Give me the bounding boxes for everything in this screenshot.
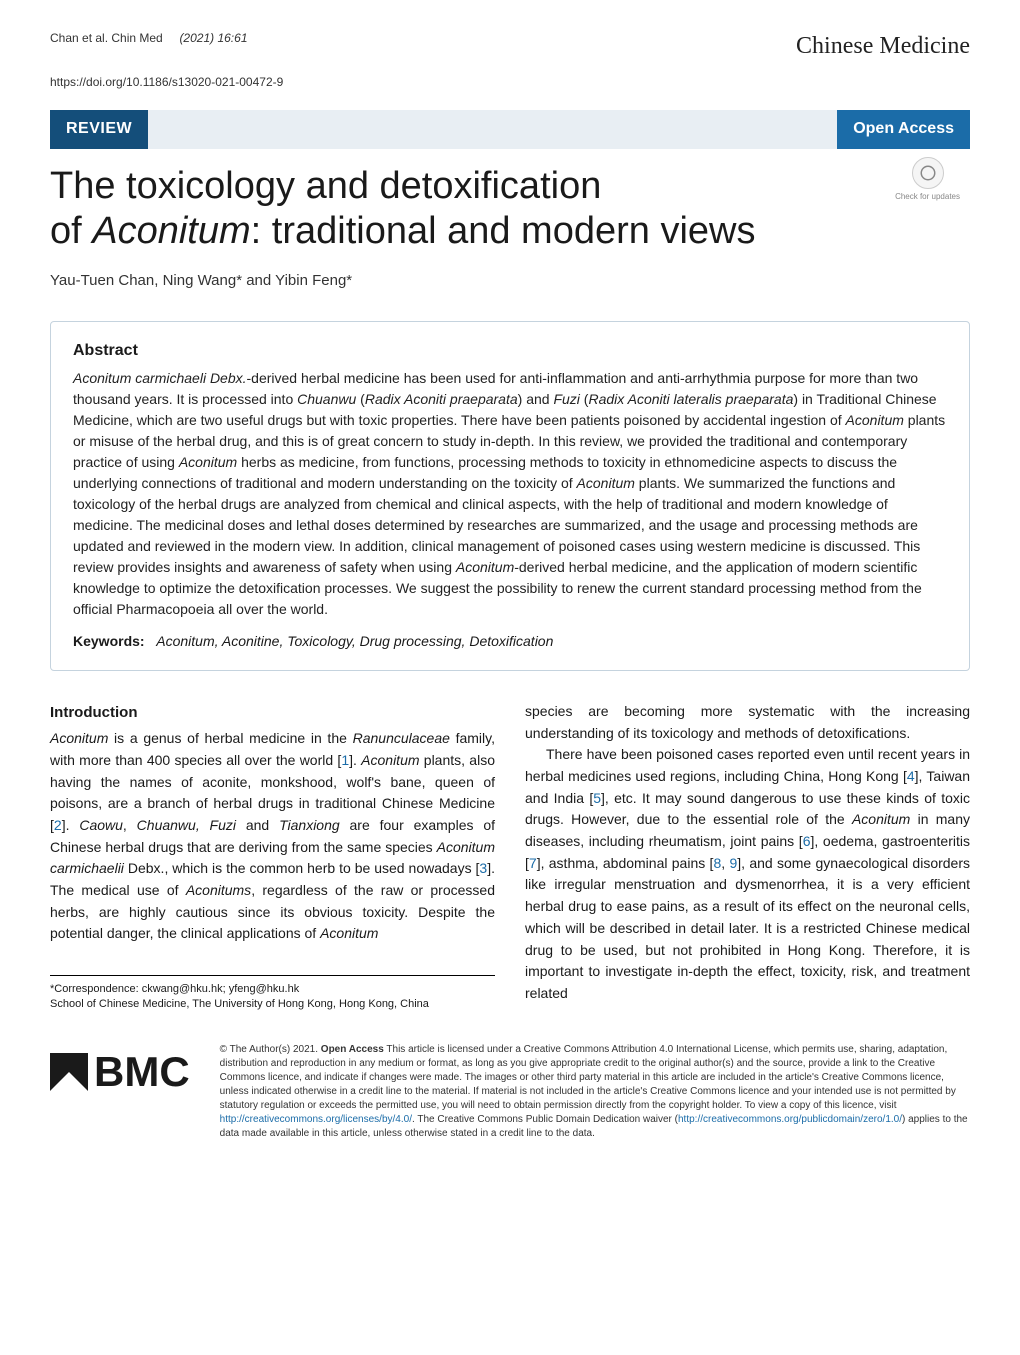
review-badge: REVIEW: [50, 110, 148, 148]
license-link-2[interactable]: http://creativecommons.org/publicdomain/…: [678, 1114, 902, 1125]
header-citation: Chan et al. Chin Med (2021) 16:61: [50, 30, 248, 64]
license-link-1[interactable]: http://creativecommons.org/licenses/by/4…: [220, 1114, 412, 1125]
license-text: © The Author(s) 2021. Open Access This a…: [220, 1043, 970, 1141]
abstract-text: Aconitum carmichaeli Debx.-derived herba…: [73, 368, 947, 620]
keywords-values: Aconitum, Aconitine, Toxicology, Drug pr…: [156, 633, 553, 649]
bmc-logo: BMC: [50, 1043, 190, 1102]
correspondence-emails: *Correspondence: ckwang@hku.hk; yfeng@hk…: [50, 982, 495, 997]
crossmark-label: Check for updates: [895, 191, 960, 202]
journal-ref: (2021) 16:61: [179, 31, 247, 45]
keywords-label: Keywords:: [73, 633, 145, 649]
intro-col2-top: species are becoming more systematic wit…: [525, 701, 970, 744]
crossmark-icon: [912, 157, 944, 189]
authors-short: Chan et al. Chin Med: [50, 31, 163, 45]
article-title: The toxicology and detoxification of Aco…: [0, 149, 900, 260]
introduction-heading: Introduction: [50, 701, 495, 724]
correspondence-block: *Correspondence: ckwang@hku.hk; yfeng@hk…: [50, 975, 495, 1013]
keywords: Keywords: Aconitum, Aconitine, Toxicolog…: [73, 632, 947, 652]
left-column: Introduction Aconitum is a genus of herb…: [50, 701, 495, 1013]
body-columns: Introduction Aconitum is a genus of herb…: [0, 691, 1020, 1023]
intro-col1: Aconitum is a genus of herbal medicine i…: [50, 728, 495, 945]
right-column: species are becoming more systematic wit…: [525, 701, 970, 1013]
authors: Yau-Tuen Chan, Ning Wang* and Yibin Feng…: [0, 260, 1020, 311]
running-header: Chan et al. Chin Med (2021) 16:61 Chines…: [0, 0, 1020, 74]
intro-col2: There have been poisoned cases reported …: [525, 744, 970, 1004]
crossmark-widget[interactable]: Check for updates: [895, 157, 960, 202]
footer: BMC © The Author(s) 2021. Open Access Th…: [0, 1023, 1020, 1171]
abstract-box: Abstract Aconitum carmichaeli Debx.-deri…: [50, 321, 970, 671]
doi: https://doi.org/10.1186/s13020-021-00472…: [0, 74, 1020, 91]
bmc-logo-text: BMC: [94, 1043, 190, 1102]
abstract-heading: Abstract: [73, 340, 947, 362]
open-access-badge: Open Access: [837, 110, 970, 148]
banner-spacer: [148, 110, 837, 148]
journal-name: Chinese Medicine: [796, 30, 970, 64]
bmc-logo-icon: [50, 1053, 88, 1091]
article-type-banner: REVIEW Open Access: [50, 110, 970, 148]
correspondence-affiliation: School of Chinese Medicine, The Universi…: [50, 997, 495, 1012]
